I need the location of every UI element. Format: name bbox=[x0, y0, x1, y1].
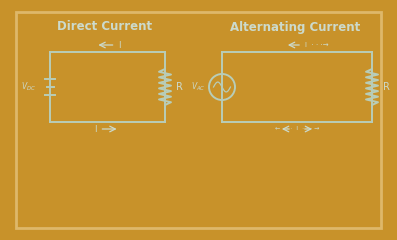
Text: Direct Current: Direct Current bbox=[58, 20, 152, 34]
Text: Alternating Current: Alternating Current bbox=[230, 20, 360, 34]
Text: R: R bbox=[176, 82, 183, 92]
Text: I  · · ·→: I · · ·→ bbox=[305, 42, 329, 48]
Text: I: I bbox=[94, 125, 96, 133]
Text: I: I bbox=[118, 41, 121, 49]
Text: ← · · ·  I  · · · →: ← · · · I · · · → bbox=[275, 126, 319, 132]
Text: R: R bbox=[383, 82, 390, 92]
Text: $V_{DC}$: $V_{DC}$ bbox=[21, 81, 36, 93]
Text: $V_{AC}$: $V_{AC}$ bbox=[191, 81, 206, 93]
